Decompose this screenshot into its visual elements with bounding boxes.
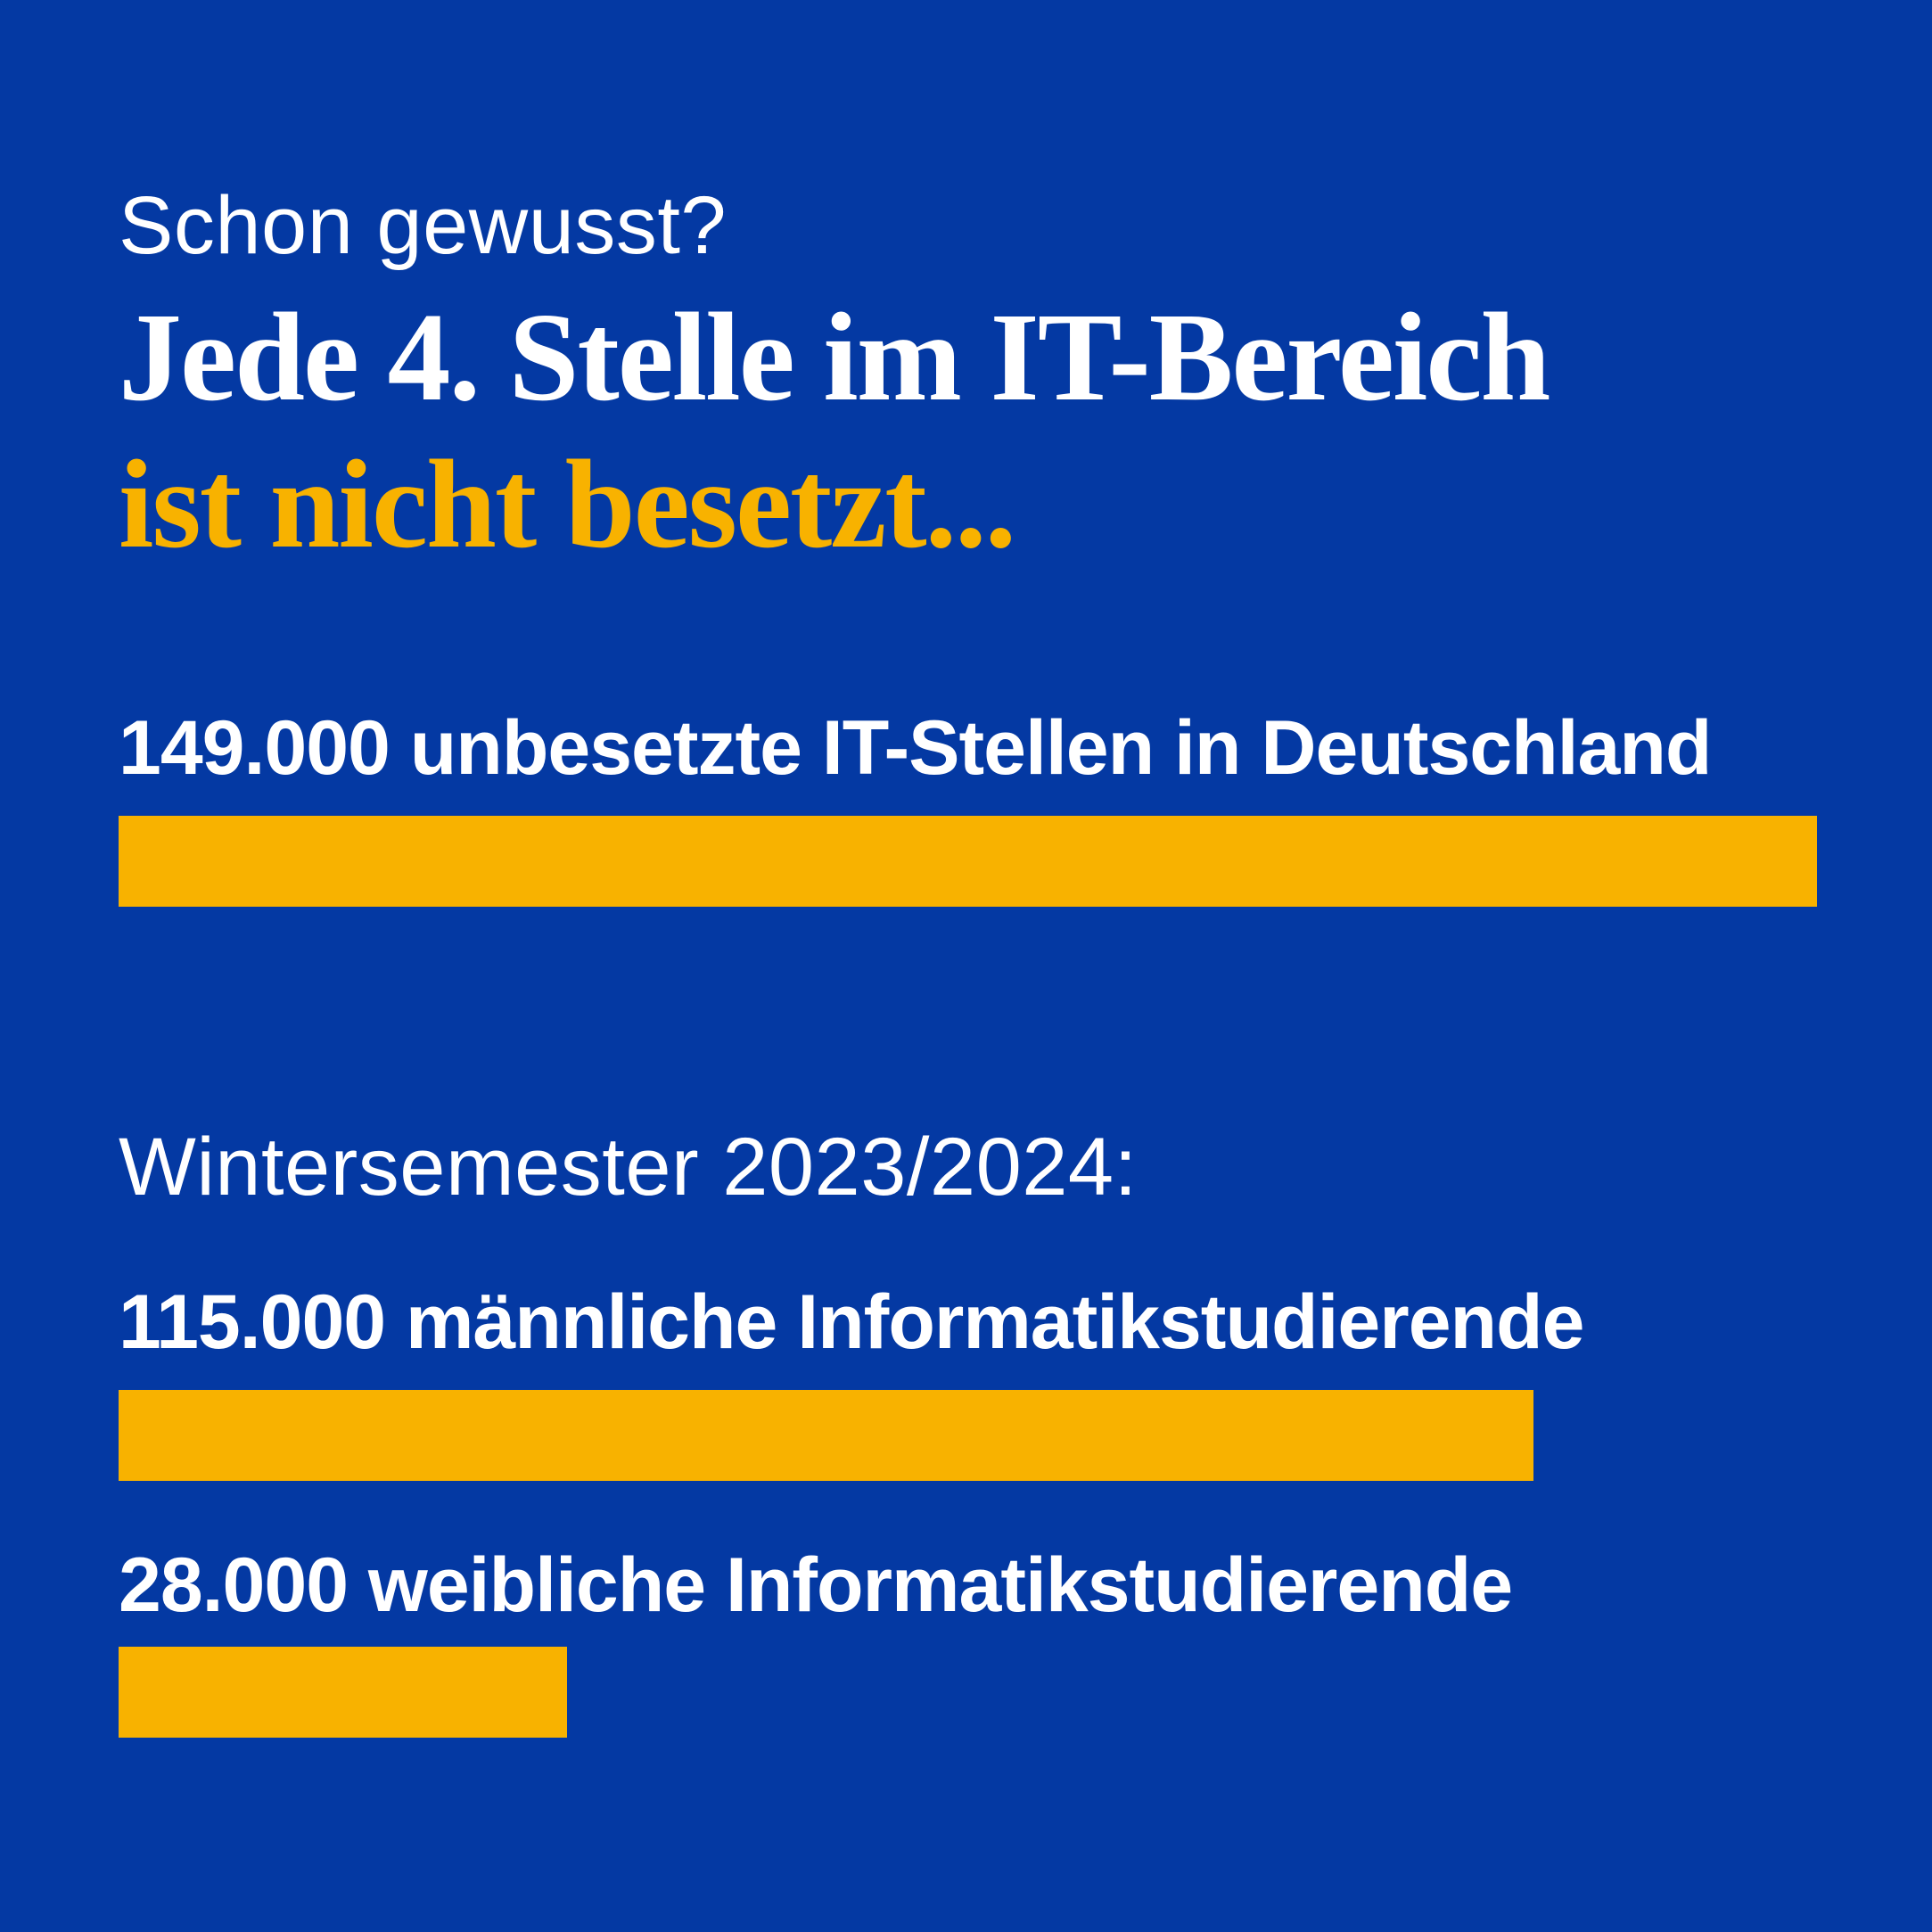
bar-unbesetzte-it-stellen [119, 816, 1817, 907]
kicker-text: Schon gewusst? [119, 180, 728, 271]
stat-label-maennliche-informatikstudierende: 115.000 männliche Informatikstudierende [119, 1279, 1584, 1365]
headline-line2: ist nicht besetzt... [119, 433, 1016, 574]
bar-track-weibliche-informatikstudierende [119, 1647, 1817, 1738]
headline-line1: Jede 4. Stelle im IT-Bereich [119, 286, 1550, 427]
headline: Jede 4. Stelle im IT-Bereich ist nicht b… [119, 284, 1550, 578]
bar-maennliche-informatikstudierende [119, 1390, 1533, 1481]
bar-track-maennliche-informatikstudierende [119, 1390, 1817, 1481]
stat-label-unbesetzte-it-stellen: 149.000 unbesetzte IT-Stellen in Deutsch… [119, 705, 1712, 791]
bar-track-unbesetzte-it-stellen [119, 816, 1817, 907]
section-heading-wintersemester: Wintersemester 2023/2024: [119, 1122, 1138, 1213]
bar-weibliche-informatikstudierende [119, 1647, 567, 1738]
stat-label-weibliche-informatikstudierende: 28.000 weibliche Informatikstudierende [119, 1542, 1513, 1628]
